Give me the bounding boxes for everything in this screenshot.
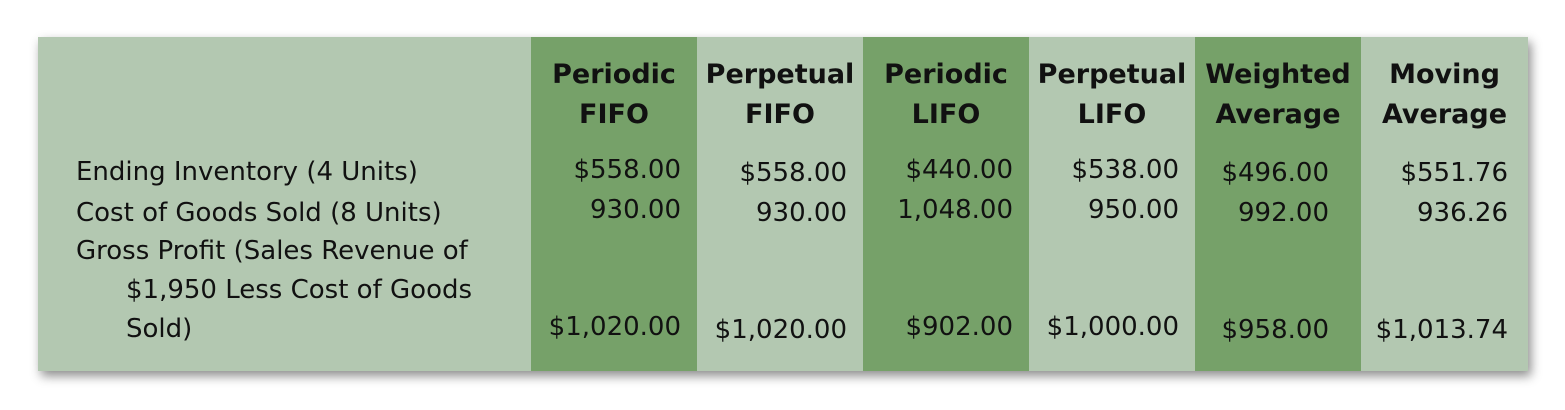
cell-cost-of-goods-sold: 1,048.00 (897, 195, 1013, 225)
column-header: Weighted Average (1195, 55, 1361, 135)
column-perpetual-lifo: Perpetual LIFO $538.00 950.00 $1,000.00 (1029, 37, 1195, 371)
row-label-gross-profit-line1: Gross Profit (Sales Revenue of (76, 236, 468, 266)
column-perpetual-fifo: Perpetual FIFO $558.00 930.00 $1,020.00 (697, 37, 863, 371)
column-header: Moving Average (1361, 55, 1528, 135)
column-header-line1: Periodic (552, 59, 676, 90)
column-weighted-average: Weighted Average $496.00 992.00 $958.00 (1195, 37, 1361, 371)
cell-gross-profit: $1,000.00 (1046, 312, 1179, 342)
cell-cost-of-goods-sold: 936.26 (1417, 198, 1508, 228)
cell-ending-inventory: $558.00 (573, 155, 681, 185)
cell-cost-of-goods-sold: 930.00 (756, 198, 847, 228)
column-header: Periodic FIFO (531, 55, 697, 135)
row-label-gross-profit-line2: $1,950 Less Cost of Goods (126, 275, 473, 305)
column-header-line2: LIFO (911, 99, 981, 130)
column-header-line2: LIFO (1077, 99, 1147, 130)
column-header-line1: Perpetual (705, 59, 855, 90)
column-moving-average: Moving Average $551.76 936.26 $1,013.74 (1361, 37, 1528, 371)
cell-gross-profit: $902.00 (905, 312, 1013, 342)
row-label-ending-inventory: Ending Inventory (4 Units) (76, 157, 418, 187)
cell-cost-of-goods-sold: 930.00 (590, 195, 681, 225)
column-header: Perpetual FIFO (697, 55, 863, 135)
cell-ending-inventory: $538.00 (1071, 155, 1179, 185)
cell-gross-profit: $1,013.74 (1375, 315, 1508, 345)
column-header-line1: Perpetual (1037, 59, 1187, 90)
row-label-cost-of-goods-sold: Cost of Goods Sold (8 Units) (76, 198, 442, 228)
cell-gross-profit: $1,020.00 (548, 312, 681, 342)
cell-ending-inventory: $558.00 (739, 158, 847, 188)
column-header: Periodic LIFO (863, 55, 1029, 135)
column-header-line2: FIFO (745, 99, 815, 130)
column-header: Perpetual LIFO (1029, 55, 1195, 135)
cell-cost-of-goods-sold: 992.00 (1238, 198, 1329, 228)
cell-ending-inventory: $496.00 (1221, 158, 1329, 188)
column-header-line2: FIFO (579, 99, 649, 130)
cell-ending-inventory: $551.76 (1400, 158, 1508, 188)
cell-gross-profit: $1,020.00 (714, 315, 847, 345)
column-header-line1: Moving (1389, 59, 1500, 90)
column-header-line2: Average (1381, 99, 1508, 130)
column-periodic-fifo: Periodic FIFO $558.00 930.00 $1,020.00 (531, 37, 697, 371)
cell-cost-of-goods-sold: 950.00 (1088, 195, 1179, 225)
row-label-gross-profit-line3: Sold) (126, 314, 193, 344)
cell-gross-profit: $958.00 (1221, 315, 1329, 345)
column-header-line2: Average (1215, 99, 1341, 130)
column-header-line1: Periodic (884, 59, 1008, 90)
column-header-line1: Weighted (1205, 59, 1351, 90)
column-periodic-lifo: Periodic LIFO $440.00 1,048.00 $902.00 (863, 37, 1029, 371)
cell-ending-inventory: $440.00 (905, 155, 1013, 185)
inventory-costing-table: Ending Inventory (4 Units) Cost of Goods… (38, 37, 1528, 371)
